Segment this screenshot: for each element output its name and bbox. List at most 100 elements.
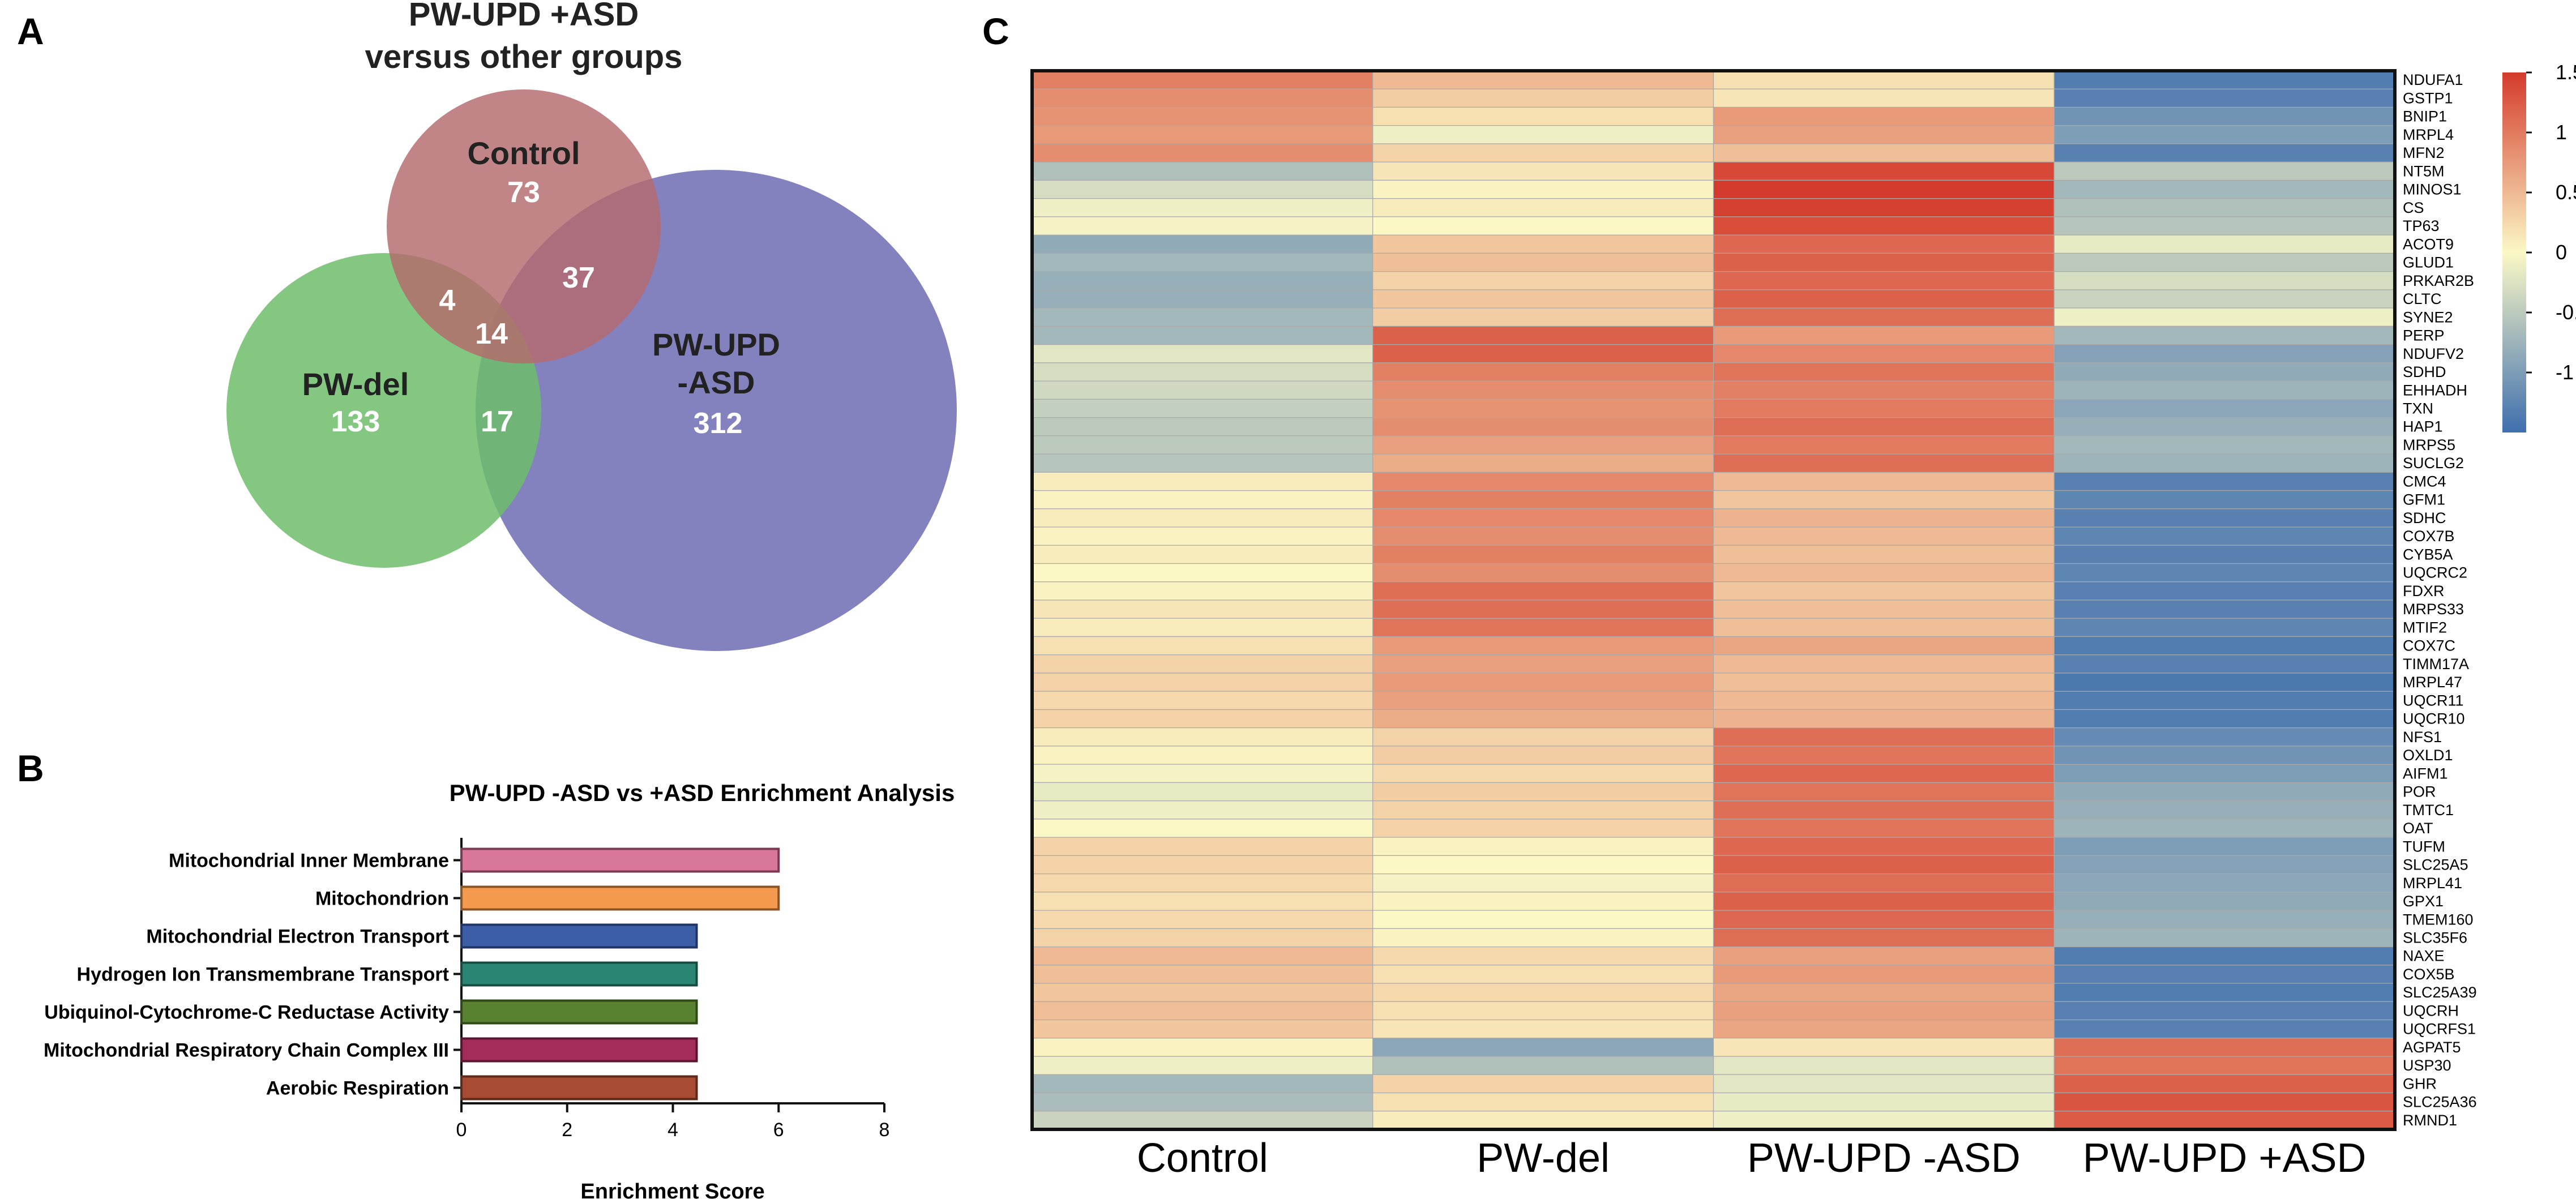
venn-count-control-only: 73 bbox=[507, 176, 540, 209]
heatmap-cell bbox=[1032, 508, 1373, 528]
heatmap-cell bbox=[1032, 965, 1373, 984]
heatmap-cell bbox=[1713, 782, 2055, 802]
heatmap-frame bbox=[1030, 69, 2397, 1131]
heatmap-cell bbox=[1372, 855, 1714, 875]
heatmap-gene-label: AGPAT5 bbox=[2403, 1039, 2461, 1056]
heatmap-cell bbox=[1713, 965, 2055, 984]
heatmap-cell bbox=[2053, 417, 2395, 436]
heatmap-cell bbox=[1713, 216, 2055, 235]
venn-label-pw-del: PW-del bbox=[302, 366, 409, 402]
heatmap-cell bbox=[1372, 70, 1714, 89]
heatmap-cell bbox=[1372, 746, 1714, 765]
venn-count-pwdel-pwupd: 17 bbox=[481, 405, 514, 438]
heatmap-gene-label: MRPL4 bbox=[2403, 126, 2454, 143]
heatmap-cell bbox=[1032, 910, 1373, 929]
heatmap-cell bbox=[1372, 1038, 1714, 1057]
heatmap-gene-label: MRPS5 bbox=[2403, 436, 2455, 453]
colorbar-bar bbox=[2502, 72, 2526, 433]
bar-x-tick-label: 6 bbox=[773, 1119, 784, 1141]
heatmap-cell bbox=[1372, 271, 1714, 290]
heatmap-cell bbox=[1713, 106, 2055, 126]
heatmap-gene-label: UQCR10 bbox=[2403, 710, 2465, 727]
heatmap-cell bbox=[2053, 70, 2395, 89]
heatmap-cell bbox=[2053, 161, 2395, 181]
heatmap-cell bbox=[1372, 892, 1714, 911]
heatmap-cell bbox=[1372, 581, 1714, 601]
bar-mark bbox=[460, 885, 780, 911]
heatmap-cell bbox=[2053, 326, 2395, 345]
heatmap-cell bbox=[1372, 252, 1714, 272]
heatmap-gene-label: COX7B bbox=[2403, 528, 2455, 545]
bar-category-label: Ubiquinol-Cytochrome-C Reductase Activit… bbox=[44, 1002, 449, 1024]
heatmap-cell bbox=[1713, 125, 2055, 144]
heatmap-cell bbox=[2053, 618, 2395, 637]
heatmap-cell bbox=[1032, 198, 1373, 217]
heatmap-cell bbox=[1372, 198, 1714, 217]
heatmap-cell bbox=[1713, 636, 2055, 656]
heatmap-cell bbox=[1713, 581, 2055, 601]
heatmap-cell bbox=[1713, 399, 2055, 418]
heatmap-cell bbox=[2053, 143, 2395, 162]
heatmap-cell bbox=[1372, 125, 1714, 144]
heatmap-cell bbox=[1032, 1038, 1373, 1057]
venn-title-line-1: PW-UPD +ASD bbox=[409, 0, 639, 33]
heatmap-gene-label: BNIP1 bbox=[2403, 108, 2447, 125]
heatmap-cell bbox=[1372, 800, 1714, 820]
heatmap-cell bbox=[1032, 983, 1373, 1002]
heatmap-cell bbox=[2053, 782, 2395, 802]
heatmap-gene-label: TP63 bbox=[2403, 217, 2440, 234]
heatmap-cell bbox=[1372, 727, 1714, 747]
heatmap-cell bbox=[1372, 143, 1714, 162]
heatmap-cell bbox=[2053, 819, 2395, 838]
heatmap-gene-label: NFS1 bbox=[2403, 729, 2442, 746]
heatmap-cell bbox=[1032, 928, 1373, 948]
heatmap-cell bbox=[1032, 88, 1373, 108]
heatmap-cell bbox=[1032, 746, 1373, 765]
heatmap-cell bbox=[1713, 837, 2055, 856]
heatmap-cell bbox=[1372, 819, 1714, 838]
heatmap-cell bbox=[1372, 216, 1714, 235]
heatmap-gene-label: GSTP1 bbox=[2403, 89, 2453, 106]
heatmap-cell bbox=[1372, 399, 1714, 418]
heatmap-cell bbox=[1032, 472, 1373, 491]
bar-category-label: Mitochondrion bbox=[315, 888, 449, 910]
bar-chart-rows: Mitochondrial Inner Membrane Mitochondrio… bbox=[44, 847, 780, 1100]
heatmap-cell bbox=[1372, 362, 1714, 382]
heatmap-cell bbox=[1032, 1019, 1373, 1039]
heatmap-cell bbox=[1032, 417, 1373, 436]
heatmap-cell bbox=[1713, 1056, 2055, 1075]
heatmap-gene-label: MTIF2 bbox=[2403, 619, 2447, 636]
heatmap-cell bbox=[1713, 1001, 2055, 1021]
heatmap-gene-label: MINOS1 bbox=[2403, 181, 2462, 198]
heatmap-gene-label: MRPL47 bbox=[2403, 674, 2462, 691]
heatmap-cell bbox=[1713, 326, 2055, 345]
heatmap-cell bbox=[1713, 271, 2055, 290]
heatmap-gene-label: SLC25A39 bbox=[2403, 984, 2477, 1001]
heatmap-gene-label: FDXR bbox=[2403, 583, 2445, 600]
heatmap-gene-label: CYB5A bbox=[2403, 546, 2453, 563]
bar-mark bbox=[460, 1075, 698, 1100]
heatmap-cell bbox=[2053, 636, 2395, 656]
heatmap-gene-label: HAP1 bbox=[2403, 418, 2443, 435]
heatmap-cell bbox=[1713, 490, 2055, 509]
heatmap-cell bbox=[1032, 1056, 1373, 1075]
heatmap-column-label: PW-del bbox=[1477, 1136, 1610, 1181]
heatmap-cell bbox=[1713, 928, 2055, 948]
heatmap-cell bbox=[2053, 873, 2395, 893]
heatmap-cell bbox=[2053, 691, 2395, 710]
heatmap-cell bbox=[1713, 727, 2055, 747]
heatmap-cell bbox=[1713, 234, 2055, 254]
heatmap-cell bbox=[1032, 654, 1373, 674]
bar-category-label: Hydrogen Ion Transmembrane Transport bbox=[77, 964, 449, 986]
heatmap-cell bbox=[2053, 764, 2395, 783]
heatmap-cell bbox=[1032, 1111, 1373, 1130]
bar-x-tick-label: 4 bbox=[667, 1119, 678, 1141]
heatmap-cell bbox=[1713, 1019, 2055, 1039]
heatmap-cell bbox=[1032, 435, 1373, 455]
heatmap-cell bbox=[1372, 928, 1714, 948]
heatmap-cell bbox=[1032, 1074, 1373, 1094]
heatmap-gene-label: GFM1 bbox=[2403, 491, 2445, 508]
heatmap-gene-label: SDHD bbox=[2403, 363, 2446, 380]
heatmap-gene-label: OAT bbox=[2403, 820, 2433, 837]
